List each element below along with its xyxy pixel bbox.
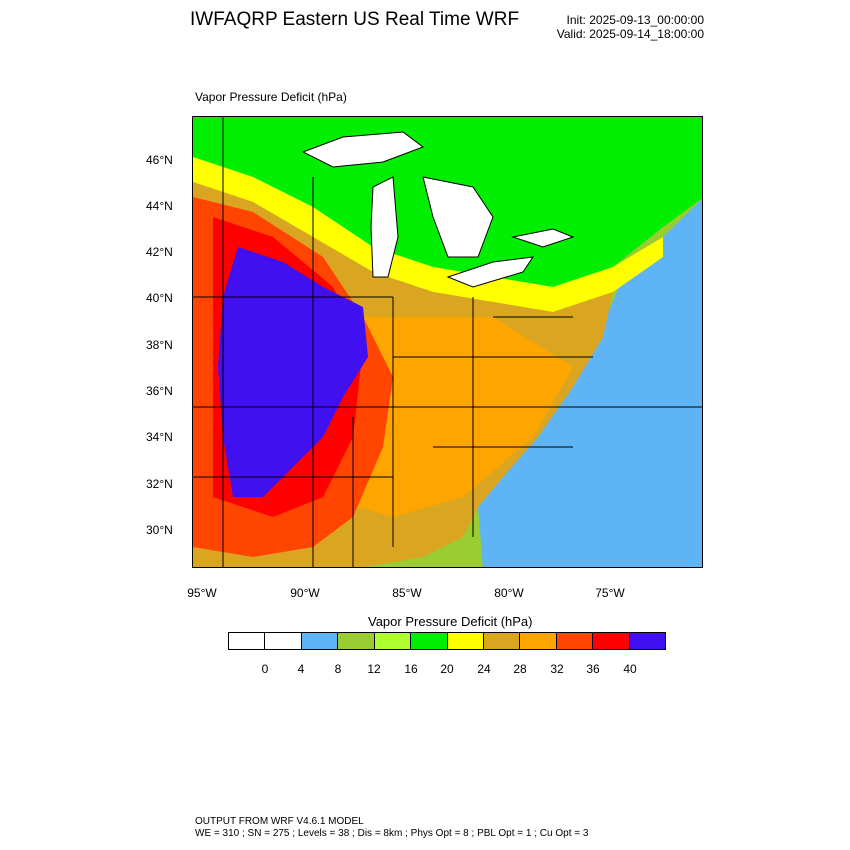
init-time: Init: 2025-09-13_00:00:00 xyxy=(566,13,704,27)
colorbar xyxy=(228,632,666,650)
lon-tick: 95°W xyxy=(187,586,217,600)
state-borders xyxy=(193,117,702,567)
colorbar-label: 28 xyxy=(513,662,527,676)
plot-title: IWFAQRP Eastern US Real Time WRF xyxy=(190,9,520,30)
colorbar-swatch xyxy=(483,633,521,649)
colorbar-swatch xyxy=(229,633,266,649)
lat-tick: 30°N xyxy=(146,523,173,537)
vpd-max-core xyxy=(218,247,368,497)
lon-tick: 90°W xyxy=(290,586,320,600)
colorbar-swatch xyxy=(556,633,594,649)
lake-superior xyxy=(301,131,425,168)
colorbar-swatch xyxy=(520,633,557,649)
valid-time: Valid: 2025-09-14_18:00:00 xyxy=(556,27,704,41)
lake-ontario xyxy=(511,228,575,248)
colorbar-swatch xyxy=(447,633,484,649)
lat-tick: 32°N xyxy=(146,477,173,491)
map-field-label: Vapor Pressure Deficit (hPa) xyxy=(195,90,347,104)
colorbar-label: 20 xyxy=(440,662,454,676)
colorbar-label: 24 xyxy=(477,662,491,676)
colorbar-swatch xyxy=(265,633,302,649)
lat-tick: 36°N xyxy=(146,384,173,398)
colorbar-swatch xyxy=(301,633,339,649)
colorbar-label: 40 xyxy=(623,662,637,676)
footer-line-2: WE = 310 ; SN = 275 ; Levels = 38 ; Dis … xyxy=(195,828,589,839)
lat-tick: 40°N xyxy=(146,291,173,305)
lat-tick: 38°N xyxy=(146,338,173,352)
colorbar-label: 8 xyxy=(334,662,342,676)
model-footer: OUTPUT FROM WRF V4.6.1 MODEL WE = 310 ; … xyxy=(195,816,588,840)
footer-line-1: OUTPUT FROM WRF V4.6.1 MODEL xyxy=(195,816,364,827)
lon-tick: 80°W xyxy=(494,586,524,600)
colorbar-label: 12 xyxy=(367,662,381,676)
lat-tick: 34°N xyxy=(146,430,173,444)
lat-tick: 46°N xyxy=(146,153,173,167)
lake-michigan xyxy=(370,176,399,278)
colorbar-title: Vapor Pressure Deficit (hPa) xyxy=(368,614,533,629)
yellow-band xyxy=(193,157,663,312)
colorbar-swatch xyxy=(629,633,666,649)
lon-tick: 85°W xyxy=(392,586,422,600)
lon-tick: 75°W xyxy=(595,586,625,600)
lat-tick: 44°N xyxy=(146,199,173,213)
map-canvas xyxy=(193,117,702,567)
colorbar-label: 36 xyxy=(586,662,600,676)
colorbar-swatch xyxy=(338,633,375,649)
colorbar-swatch xyxy=(374,633,412,649)
lat-tick: 42°N xyxy=(146,245,173,259)
atlantic-ocean xyxy=(478,198,702,567)
colorbar-swatch xyxy=(411,633,448,649)
colorbar-label: 32 xyxy=(550,662,564,676)
colorbar-swatch xyxy=(593,633,630,649)
colorbar-label: 16 xyxy=(404,662,418,676)
lake-erie xyxy=(446,256,535,288)
vpd-map xyxy=(192,116,703,568)
colorbar-label: 4 xyxy=(297,662,305,676)
colorbar-label: 0 xyxy=(261,662,269,676)
lake-huron xyxy=(422,176,494,258)
